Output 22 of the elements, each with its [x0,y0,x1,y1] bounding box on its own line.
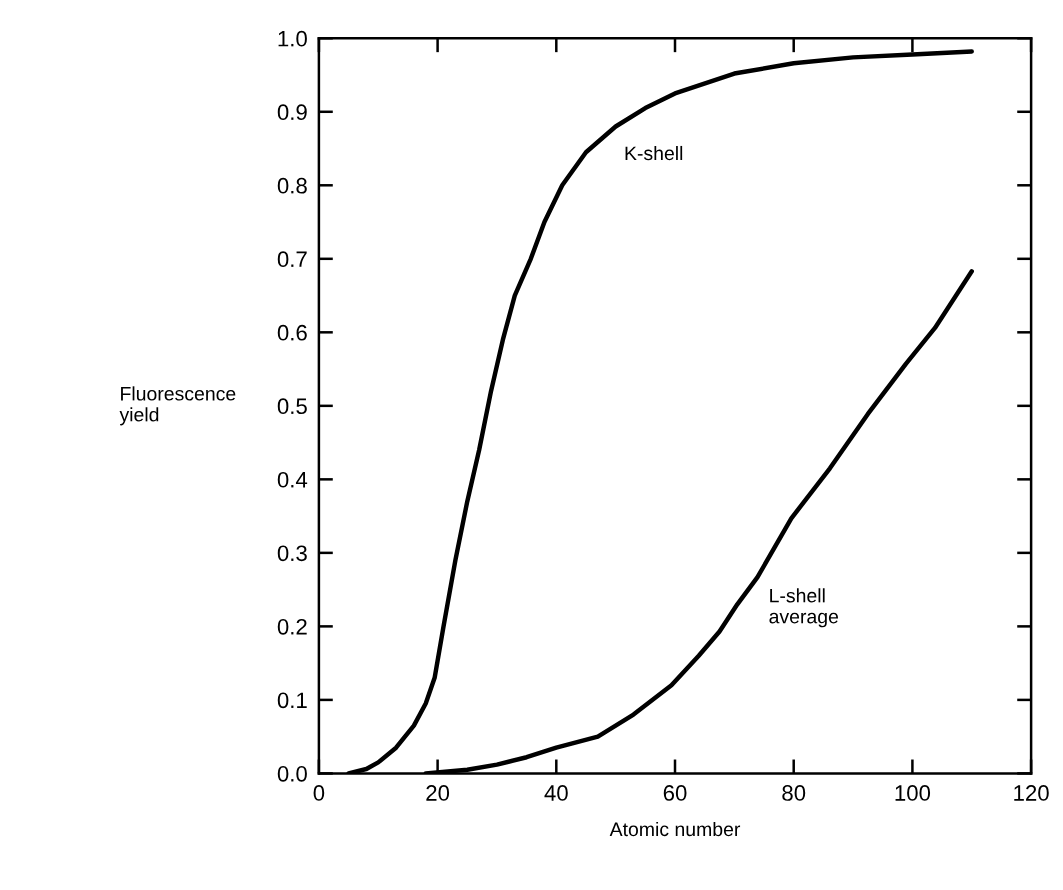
x-axis-title: Atomic number [609,821,741,837]
y-axis-title: Fluorescence yield [119,386,236,426]
y-tick-label: 0.9 [277,104,307,121]
y-tick-label: 0.7 [277,251,307,268]
x-tick-label: 40 [544,785,568,801]
x-tick-label: 120 [1014,785,1049,801]
x-tick-label: 100 [895,785,931,801]
y-tick-label: 1.0 [278,30,307,47]
x-tick-label: 0 [313,785,325,801]
y-tick-label: 0.5 [277,398,307,415]
y-tick-label: 0.2 [277,618,307,635]
y-tick-label: 0.4 [277,471,308,488]
x-tick-label: 80 [782,785,806,801]
x-tick-label: 20 [426,785,450,801]
series-label: K-shell [625,145,683,161]
y-tick-label: 0.3 [277,545,307,562]
y-tick-label: 0.0 [277,765,307,782]
x-tick-label: 60 [663,785,687,801]
y-tick-label: 0.6 [277,324,307,341]
y-tick-label: 0.1 [277,692,307,709]
y-tick-label: 0.8 [277,177,307,194]
series-label: L-shell average [769,588,839,628]
